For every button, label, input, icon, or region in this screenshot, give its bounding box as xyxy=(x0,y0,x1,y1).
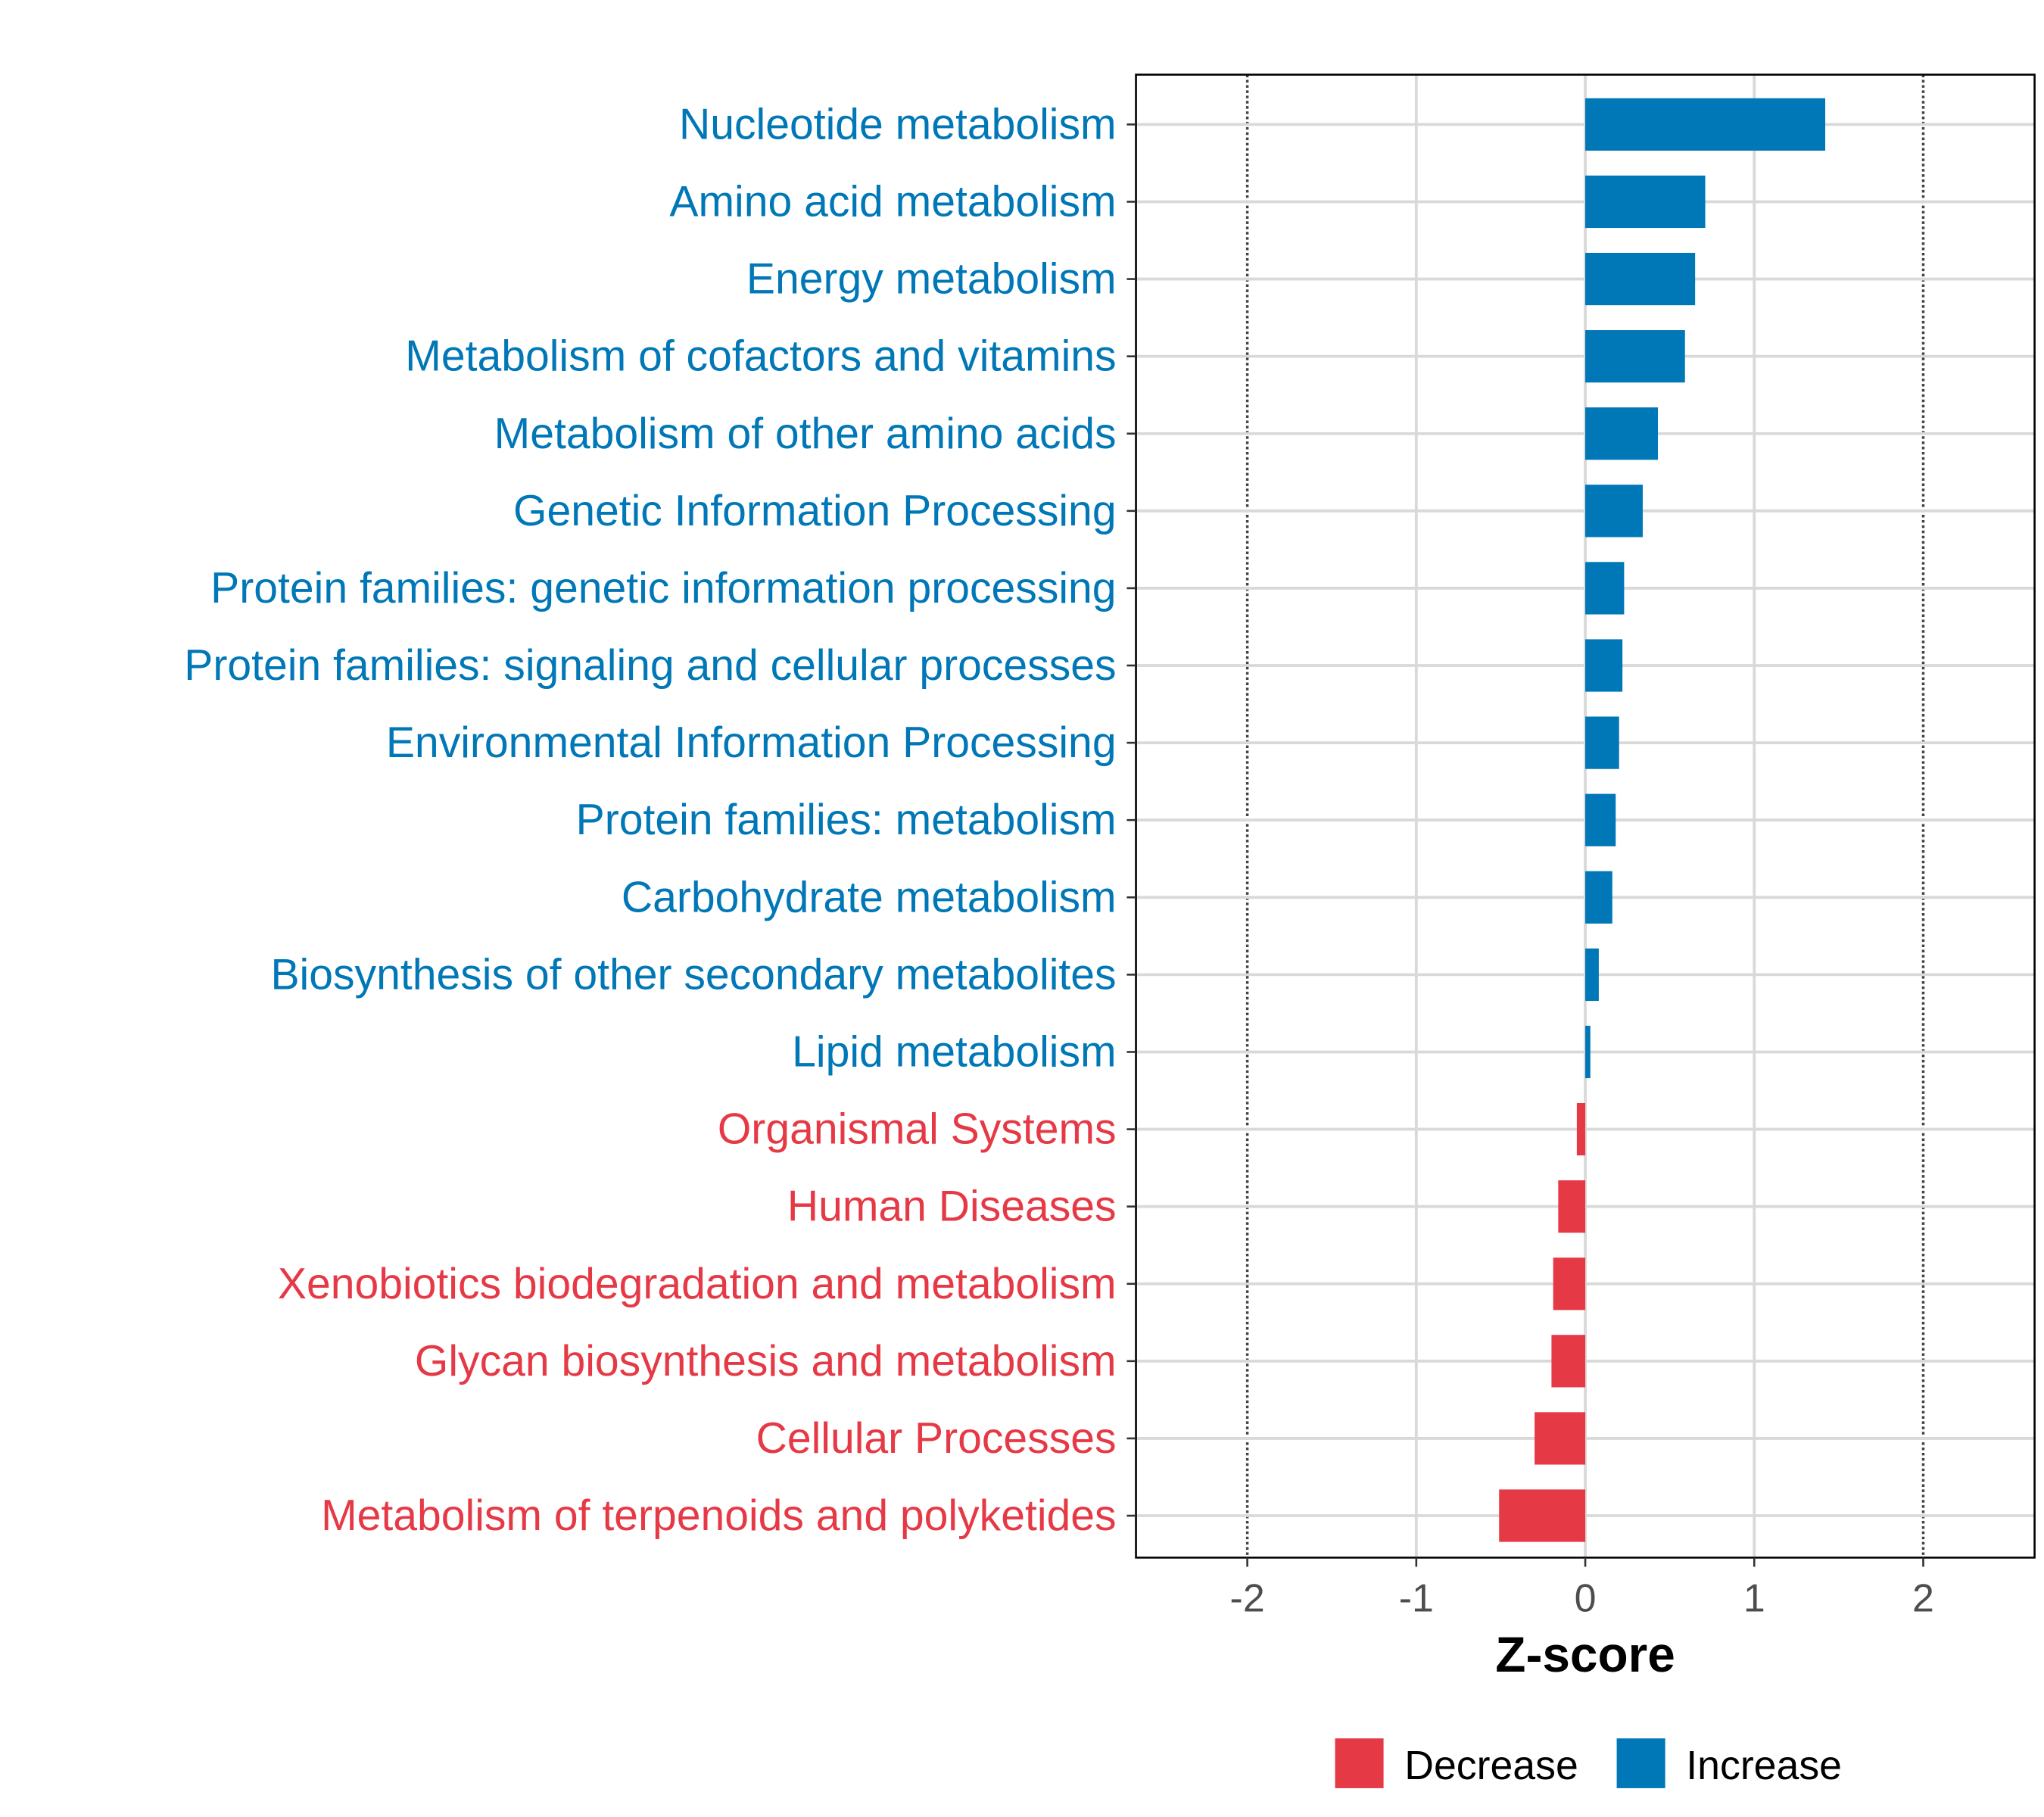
bar xyxy=(1585,639,1623,692)
y-tick-label: Lipid metabolism xyxy=(792,1028,1116,1077)
y-tick-label: Protein families: genetic information pr… xyxy=(210,564,1116,612)
bar xyxy=(1585,252,1696,306)
bar xyxy=(1535,1412,1586,1465)
x-tick-label: -2 xyxy=(1230,1576,1265,1620)
legend-swatch-decrease xyxy=(1335,1738,1384,1788)
bar xyxy=(1576,1102,1586,1156)
bar xyxy=(1558,1180,1586,1233)
bar xyxy=(1553,1258,1586,1311)
bar xyxy=(1585,407,1659,460)
bar xyxy=(1585,485,1643,538)
legend-label-increase: Increase xyxy=(1686,1743,1842,1788)
y-tick-label: Carbohydrate metabolism xyxy=(622,873,1117,921)
y-tick-label: Human Diseases xyxy=(787,1183,1117,1231)
y-tick-label: Nucleotide metabolism xyxy=(679,100,1117,148)
y-tick-label: Organismal Systems xyxy=(718,1105,1117,1154)
bar xyxy=(1585,98,1826,151)
y-tick-label: Genetic Information Processing xyxy=(513,487,1117,535)
bar xyxy=(1585,948,1599,1001)
bar xyxy=(1585,330,1685,383)
y-tick-label: Metabolism of cofactors and vitamins xyxy=(405,332,1116,381)
y-tick-label: Metabolism of other amino acids xyxy=(494,410,1117,458)
legend-swatch-increase xyxy=(1616,1738,1665,1788)
bar xyxy=(1585,1025,1591,1079)
y-axis-labels: Nucleotide metabolism Amino acid metaboli… xyxy=(184,100,1136,1540)
x-tick-label: 1 xyxy=(1743,1576,1765,1620)
y-tick-label: Biosynthesis of other secondary metaboli… xyxy=(270,950,1116,999)
y-tick-label: Xenobiotics biodegradation and metabolis… xyxy=(278,1260,1117,1308)
y-tick-label: Cellular Processes xyxy=(756,1414,1117,1463)
y-tick-label: Metabolism of terpenoids and polyketides xyxy=(321,1491,1117,1540)
y-tick-label: Glycan biosynthesis and metabolism xyxy=(415,1337,1117,1385)
x-tick-label: 2 xyxy=(1912,1576,1934,1620)
x-tick-label: 0 xyxy=(1575,1576,1597,1620)
y-tick-label: Energy metabolism xyxy=(746,255,1117,304)
y-tick-label: Protein families: metabolism xyxy=(576,796,1117,844)
bar xyxy=(1585,175,1706,229)
y-tick-label: Environmental Information Processing xyxy=(386,718,1117,767)
y-tick-label: Amino acid metabolism xyxy=(669,178,1116,226)
x-tick-label: -1 xyxy=(1399,1576,1434,1620)
bar xyxy=(1585,562,1625,615)
bar xyxy=(1585,793,1616,846)
y-tick-label: Protein families: signaling and cellular… xyxy=(184,641,1116,690)
legend-label-decrease: Decrease xyxy=(1404,1743,1578,1788)
bars xyxy=(1499,98,1826,1542)
x-axis-title: Z-score xyxy=(1495,1626,1675,1682)
legend: Decrease Increase xyxy=(1335,1738,1842,1788)
bar xyxy=(1585,871,1612,924)
bar xyxy=(1551,1335,1586,1388)
x-axis-ticks: -2 -1 0 1 2 xyxy=(1230,1557,1934,1620)
bar xyxy=(1585,716,1619,769)
bar xyxy=(1499,1489,1586,1542)
